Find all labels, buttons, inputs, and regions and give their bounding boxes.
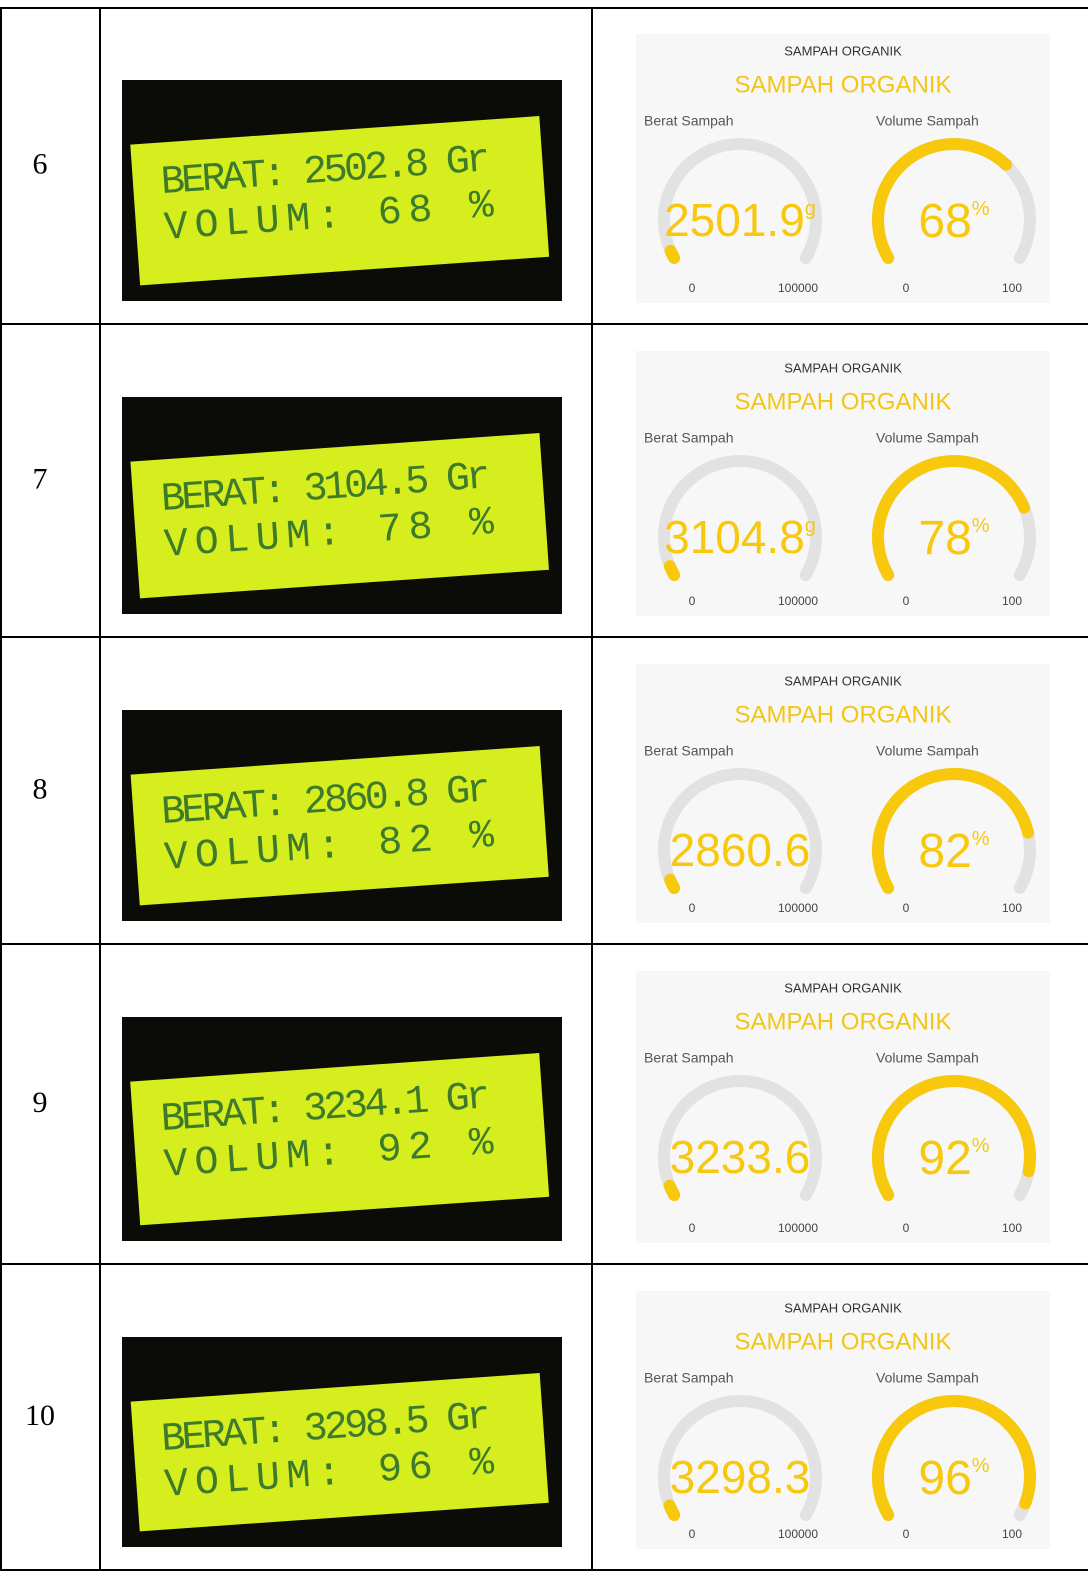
gauge-max: 100 — [1002, 1527, 1022, 1541]
gauge-min: 0 — [689, 594, 696, 608]
dashboard-header: SAMPAH ORGANIK — [784, 1300, 902, 1315]
gauge-unit: % — [972, 828, 990, 850]
dashboard-title: SAMPAH ORGANIK — [735, 388, 952, 415]
dashboard-header: SAMPAH ORGANIK — [784, 980, 902, 995]
gauge-value-number: 3104.8 — [664, 511, 805, 563]
dashboard-title: SAMPAH ORGANIK — [735, 1328, 952, 1355]
gauge-fill — [670, 1506, 675, 1515]
gauge-value: 2501.9g — [664, 194, 816, 246]
gauge-label: Berat Sampah — [644, 1370, 734, 1386]
gauge-label: Volume Sampah — [876, 113, 979, 129]
gauge-label: Berat Sampah — [644, 743, 734, 759]
dashboard-header: SAMPAH ORGANIK — [784, 43, 902, 58]
gauge-max: 100000 — [778, 901, 818, 915]
gauge-value-number: 2501.9 — [664, 194, 805, 246]
gauge-fill — [671, 251, 675, 258]
dashboard-title: SAMPAH ORGANIK — [735, 1008, 952, 1035]
gauge-min: 0 — [903, 1527, 910, 1541]
document-table: 6 BERAT: 2502.8 GrVOLUM: 68 % SAMPAH ORGAN… — [0, 0, 1088, 1571]
gauge-fill — [670, 880, 674, 888]
gauge-value-number: 3233.6 — [670, 1131, 811, 1183]
gauge-unit: % — [972, 1455, 990, 1477]
gauge-max: 100 — [1002, 901, 1022, 915]
gauge-fill — [670, 566, 674, 575]
gauge-min: 0 — [689, 901, 696, 915]
row-number: 7 — [33, 462, 48, 495]
gauge-max: 100 — [1002, 1221, 1022, 1235]
gauge-min: 0 — [903, 1221, 910, 1235]
gauge-label: Volume Sampah — [876, 1370, 979, 1386]
page: 6 BERAT: 2502.8 GrVOLUM: 68 % SAMPAH ORGAN… — [0, 0, 1088, 1571]
gauge-value: 3298.3 — [670, 1451, 811, 1503]
gauge-value-number: 96 — [918, 1452, 971, 1505]
gauge-min: 0 — [903, 281, 910, 295]
gauge-max: 100000 — [778, 1221, 818, 1235]
gauge-value: 2860.6 — [670, 824, 811, 876]
row-number: 10 — [25, 1399, 55, 1432]
gauge-unit: % — [972, 1135, 990, 1157]
dashboard-title: SAMPAH ORGANIK — [735, 71, 952, 98]
gauge-value-number: 92 — [918, 1132, 971, 1185]
row-number: 9 — [33, 1086, 48, 1119]
dashboard-title: SAMPAH ORGANIK — [735, 701, 952, 728]
dashboard-header: SAMPAH ORGANIK — [784, 673, 902, 688]
gauge-value-number: 68 — [918, 195, 971, 248]
gauge-unit: g — [805, 515, 816, 537]
row-number: 8 — [33, 772, 48, 805]
gauge-label: Berat Sampah — [644, 430, 734, 446]
dashboard-header: SAMPAH ORGANIK — [784, 360, 902, 375]
gauge-label: Berat Sampah — [644, 113, 734, 129]
gauge-min: 0 — [689, 1221, 696, 1235]
gauge-value: 3233.6 — [670, 1131, 811, 1183]
gauge-max: 100 — [1002, 281, 1022, 295]
gauge-value-number: 78 — [918, 512, 971, 565]
gauge-label: Berat Sampah — [644, 1050, 734, 1066]
gauge-label: Volume Sampah — [876, 1050, 979, 1066]
row-number: 6 — [33, 147, 48, 180]
gauge-label: Volume Sampah — [876, 743, 979, 759]
gauge-unit: % — [972, 198, 990, 220]
gauge-min: 0 — [903, 901, 910, 915]
gauge-unit: % — [972, 515, 990, 537]
gauge-unit: g — [805, 198, 816, 220]
gauge-min: 0 — [689, 1527, 696, 1541]
gauge-value: 3104.8g — [664, 511, 816, 563]
gauge-max: 100000 — [778, 281, 818, 295]
gauge-max: 100000 — [778, 594, 818, 608]
gauge-fill — [670, 1186, 675, 1195]
gauge-max: 100000 — [778, 1527, 818, 1541]
gauge-value-number: 3298.3 — [670, 1451, 811, 1503]
gauge-min: 0 — [689, 281, 696, 295]
gauge-value-number: 2860.6 — [670, 824, 811, 876]
gauge-label: Volume Sampah — [876, 430, 979, 446]
gauge-min: 0 — [903, 594, 910, 608]
gauge-max: 100 — [1002, 594, 1022, 608]
gauge-value-number: 82 — [918, 825, 971, 878]
